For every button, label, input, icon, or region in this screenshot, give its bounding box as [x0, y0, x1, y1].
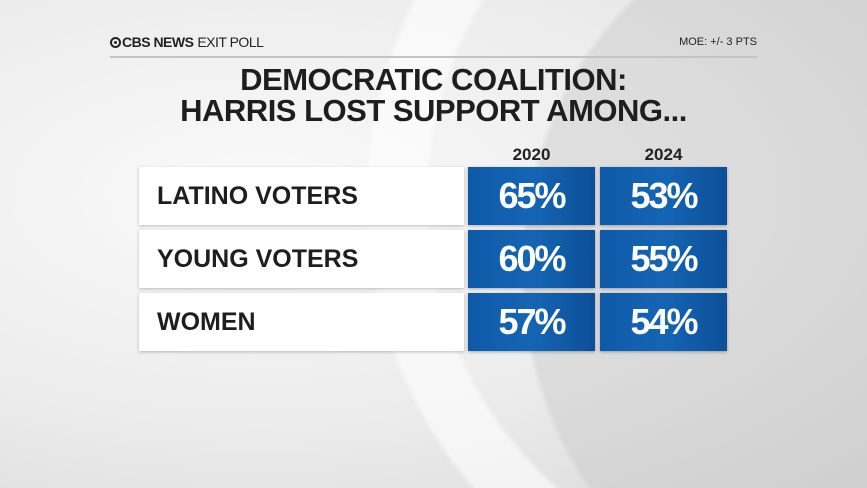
value-text: 65% — [498, 175, 566, 216]
table-row: WOMEN 57% 54% — [139, 293, 727, 351]
page-title: DEMOCRATIC COALITION: HARRIS LOST SUPPOR… — [0, 64, 867, 126]
value-cell-2020: 57% — [468, 293, 595, 351]
top-bar: CBS NEWS EXIT POLL MOE: +/- 3 PTS — [110, 34, 757, 58]
row-label: WOMEN — [139, 293, 464, 351]
column-header-2020: 2020 — [512, 145, 551, 164]
value-cell-2020: 60% — [468, 230, 595, 288]
margin-of-error: MOE: +/- 3 PTS — [679, 36, 757, 48]
title-line-1: DEMOCRATIC COALITION: — [240, 62, 627, 97]
value-text: 57% — [498, 301, 566, 342]
cbs-eye-icon — [110, 37, 121, 48]
title-line-2: HARRIS LOST SUPPORT AMONG... — [180, 93, 687, 128]
value-cell-2024: 55% — [600, 230, 727, 288]
table-row: LATINO VOTERS 65% 53% — [139, 167, 727, 225]
value-text: 60% — [498, 238, 566, 279]
value-cell-2024: 54% — [600, 293, 727, 351]
cbs-news-logo: CBS NEWS EXIT POLL — [110, 34, 264, 50]
exit-poll-label: EXIT POLL — [197, 34, 264, 50]
value-cell-2024: 53% — [600, 167, 727, 225]
value-cell-2020: 65% — [468, 167, 595, 225]
value-text: 54% — [630, 301, 698, 342]
brand-name: CBS NEWS — [122, 34, 194, 50]
row-label: YOUNG VOTERS — [139, 230, 464, 288]
table-row: YOUNG VOTERS 60% 55% — [139, 230, 727, 288]
value-text: 53% — [630, 175, 698, 216]
row-label: LATINO VOTERS — [139, 167, 464, 225]
column-header-2024: 2024 — [644, 145, 683, 164]
value-text: 55% — [630, 238, 698, 279]
